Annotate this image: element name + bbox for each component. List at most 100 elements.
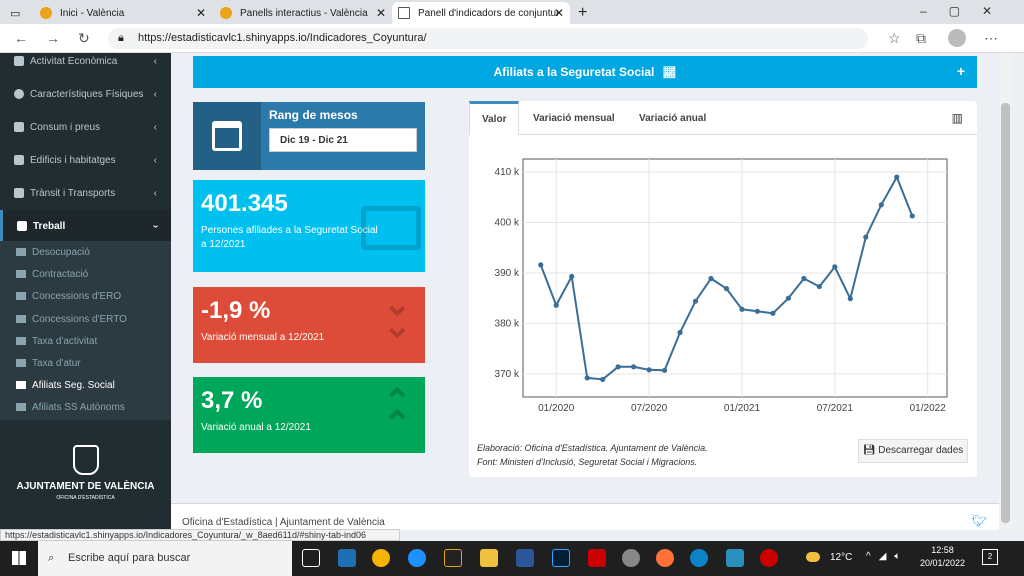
data-point[interactable] — [646, 367, 652, 373]
close-icon[interactable]: ✕ — [553, 6, 564, 20]
sidebar-item-treball[interactable]: Treball ‹ — [0, 210, 171, 242]
file-explorer-icon[interactable] — [480, 549, 498, 567]
site-favicon-icon — [220, 7, 232, 19]
firefox-icon[interactable] — [656, 549, 674, 567]
app-icon[interactable] — [760, 549, 778, 567]
data-point[interactable] — [894, 174, 900, 180]
sidebar-item-edificis[interactable]: Edificis i habitatges ‹ — [0, 144, 171, 176]
sidebar-subitem-taxa-activitat[interactable]: Taxa d'activitat — [0, 330, 171, 352]
url-text: https://estadisticavlc1.shinyapps.io/Ind… — [138, 32, 427, 44]
sidebar-subitem-erto[interactable]: Concessions d'ERTO — [0, 308, 171, 330]
data-point[interactable] — [708, 275, 714, 282]
weather-temperature[interactable]: 12°C — [830, 552, 853, 563]
data-point[interactable] — [739, 306, 745, 312]
system-tray-icons[interactable]: ^◢🔈︎ — [866, 551, 909, 562]
app-icon[interactable] — [444, 549, 462, 567]
browser-tab-panells[interactable]: Panells interactius - València ✕ — [214, 2, 392, 24]
app-icon[interactable] — [338, 549, 356, 567]
data-point[interactable] — [878, 202, 884, 208]
sidebar-subitem-autonoms[interactable]: Afiliats SS Autònoms — [0, 396, 171, 418]
data-point[interactable] — [770, 310, 776, 316]
data-point[interactable] — [863, 234, 869, 240]
sidebar-item-caracteristiques[interactable]: Característiques Físiques ‹ — [0, 78, 171, 110]
browser-tab-inici[interactable]: Inici - València ✕ — [34, 2, 212, 24]
new-tab-button[interactable]: + — [578, 4, 588, 21]
data-point[interactable] — [692, 298, 699, 304]
tab-variacio-mensual[interactable]: Variació mensual — [533, 113, 615, 124]
hand-icon — [16, 337, 26, 345]
double-chevron-up-icon: ⌃ ⌃ — [383, 383, 412, 443]
close-icon[interactable]: ✕ — [375, 6, 386, 20]
sidebar-subitem-desocupacio[interactable]: Desocupació — [0, 241, 171, 263]
chrome-icon[interactable] — [372, 549, 390, 567]
window-controls[interactable]: –▢✕ — [920, 4, 1015, 18]
sidebar-item-activitat[interactable]: Activitat Econòmica ‹ — [0, 45, 171, 77]
bar-chart-icon[interactable]: ▥ — [951, 111, 963, 125]
sidebar-subitem-ero[interactable]: Concessions d'ERO — [0, 285, 171, 307]
data-point[interactable] — [785, 295, 792, 301]
tab-actions-button[interactable]: ▭ — [10, 7, 21, 20]
close-icon[interactable]: ✕ — [195, 6, 206, 20]
sidebar-item-transit[interactable]: Trànsit i Transports ‹ — [0, 177, 171, 209]
collections-icon[interactable]: ⧉ — [916, 30, 926, 46]
data-point[interactable] — [909, 213, 915, 219]
section-banner[interactable]: Afiliats a la Seguretat Social 📈︎ + — [193, 56, 977, 88]
sidebar-item-consum[interactable]: Consum i preus ‹ — [0, 111, 171, 143]
expand-button[interactable]: + — [956, 63, 965, 79]
edge-icon[interactable] — [690, 549, 708, 567]
photoshop-icon[interactable] — [552, 549, 570, 567]
calendar-icon-box — [193, 102, 261, 170]
taskbar-clock[interactable]: 12:58 20/01/2022 — [920, 544, 965, 570]
range-title: Rang de mesos — [269, 108, 358, 122]
scrollbar-thumb[interactable] — [1001, 103, 1010, 523]
data-point[interactable] — [847, 296, 853, 302]
tab-valor[interactable]: Valor — [469, 101, 520, 135]
data-point[interactable] — [816, 283, 822, 290]
data-point[interactable] — [584, 375, 590, 381]
data-point[interactable] — [538, 262, 544, 268]
sidebar-item-label: Taxa d'atur — [32, 357, 81, 369]
chevron-left-icon: ‹ — [153, 88, 157, 100]
download-data-button[interactable]: 💾︎ Descarregar dades — [858, 439, 968, 463]
sidebar-subitem-afiliats[interactable]: Afiliats Seg. Social — [0, 374, 171, 396]
task-view-icon[interactable] — [302, 549, 320, 567]
credit-line: Elaboració: Oficina d'Estadística. Ajunt… — [477, 443, 708, 453]
data-point[interactable] — [631, 364, 637, 370]
data-point[interactable] — [600, 376, 606, 383]
app-icon[interactable] — [726, 549, 744, 567]
data-point[interactable] — [754, 308, 761, 314]
tab-variacio-anual[interactable]: Variació anual — [639, 113, 707, 124]
data-point[interactable] — [677, 329, 683, 336]
reload-icon[interactable]: ↻ — [78, 30, 90, 46]
series-points — [538, 174, 915, 383]
avatar[interactable] — [948, 29, 966, 47]
sidebar-subitem-contractacio[interactable]: Contractació — [0, 263, 171, 285]
forward-arrow-icon[interactable]: → — [46, 30, 60, 46]
date-range-input[interactable]: Dic 19 - Dic 21 — [269, 128, 417, 152]
back-arrow-icon[interactable]: ← — [14, 30, 28, 46]
data-point[interactable] — [723, 285, 730, 292]
twitter-icon[interactable]: 🐦︎ — [971, 514, 987, 528]
windows-start-icon[interactable] — [12, 551, 26, 565]
kpi-value: 401.345 — [201, 190, 288, 217]
more-menu-icon[interactable]: ⋯ — [984, 30, 998, 46]
url-input[interactable]: 🔒︎ https://estadisticavlc1.shinyapps.io/… — [108, 28, 868, 49]
data-point[interactable] — [569, 273, 575, 280]
favorites-icon[interactable]: ☆ — [888, 30, 901, 46]
taskbar-search-input[interactable]: ⌕ Escribe aquí para buscar — [38, 541, 292, 576]
sidebar-item-label: Contractació — [32, 268, 89, 280]
notifications-icon[interactable]: 2 — [982, 549, 998, 565]
data-point[interactable] — [832, 264, 838, 270]
data-point[interactable] — [801, 275, 807, 282]
browser-tab-active[interactable]: Panell d'indicadors de conjuntura ✕ — [392, 2, 570, 24]
data-point[interactable] — [553, 302, 559, 308]
page-scrollbar[interactable] — [999, 53, 1012, 529]
data-point[interactable] — [615, 364, 621, 370]
app-icon[interactable] — [588, 549, 606, 567]
sidebar-subitem-taxa-atur[interactable]: Taxa d'atur — [0, 352, 171, 374]
internet-explorer-icon[interactable] — [408, 549, 426, 567]
app-icon[interactable] — [622, 549, 640, 567]
word-icon[interactable] — [516, 549, 534, 567]
search-icon: ⌕ — [48, 552, 55, 564]
data-point[interactable] — [661, 367, 668, 373]
